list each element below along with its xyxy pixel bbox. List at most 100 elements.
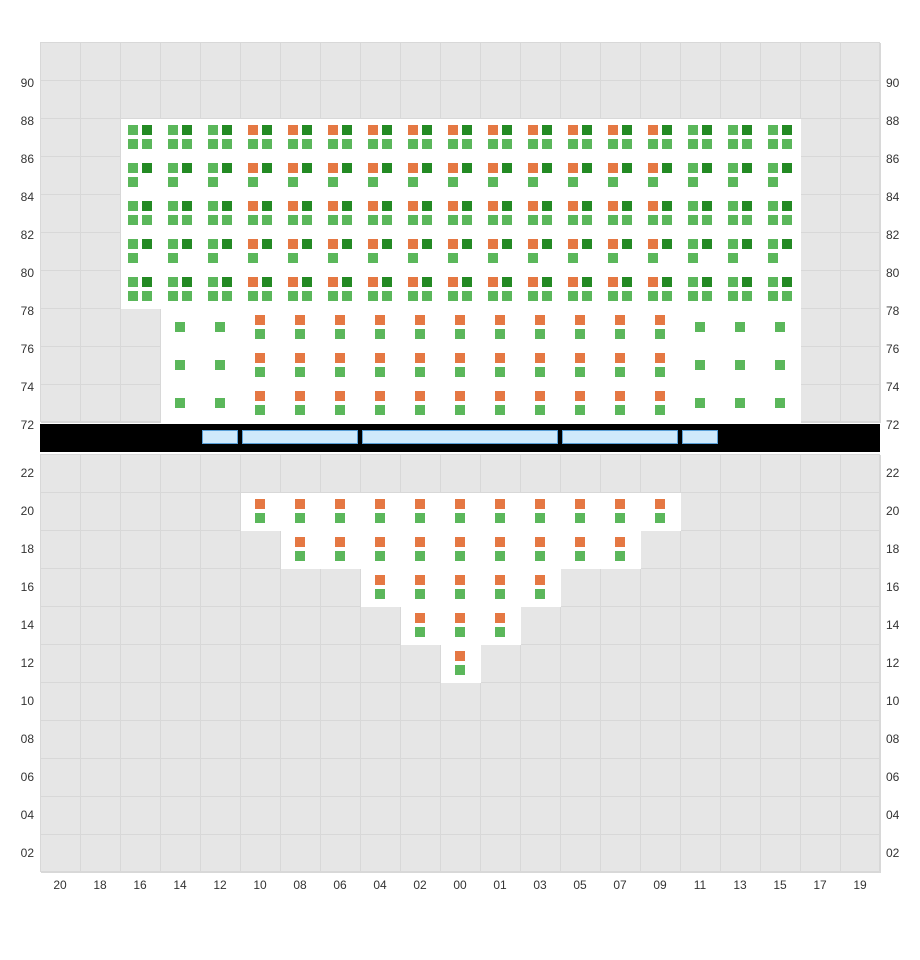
populated-cell[interactable] [681,119,721,157]
status-marker[interactable] [168,177,178,187]
status-marker[interactable] [382,201,392,211]
status-marker[interactable] [582,277,592,287]
status-marker[interactable] [542,125,552,135]
status-marker[interactable] [575,315,585,325]
status-marker[interactable] [422,163,432,173]
populated-cell[interactable] [681,347,721,385]
status-marker[interactable] [728,253,738,263]
status-marker[interactable] [662,163,672,173]
status-marker[interactable] [448,125,458,135]
status-marker[interactable] [575,405,585,415]
status-marker[interactable] [295,513,305,523]
populated-cell[interactable] [281,233,321,271]
status-marker[interactable] [415,627,425,637]
status-marker[interactable] [248,139,258,149]
populated-cell[interactable] [601,347,641,385]
populated-cell[interactable] [481,195,521,233]
status-marker[interactable] [142,139,152,149]
populated-cell[interactable] [481,309,521,347]
status-marker[interactable] [248,277,258,287]
populated-cell[interactable] [481,347,521,385]
populated-cell[interactable] [521,493,561,531]
status-marker[interactable] [495,405,505,415]
status-marker[interactable] [342,215,352,225]
status-marker[interactable] [528,139,538,149]
status-marker[interactable] [542,215,552,225]
status-marker[interactable] [648,125,658,135]
status-marker[interactable] [782,139,792,149]
populated-cell[interactable] [361,233,401,271]
populated-cell[interactable] [721,347,761,385]
status-marker[interactable] [495,551,505,561]
status-marker[interactable] [415,329,425,339]
status-marker[interactable] [408,277,418,287]
status-marker[interactable] [495,575,505,585]
status-marker[interactable] [335,391,345,401]
status-marker[interactable] [688,163,698,173]
status-marker[interactable] [575,353,585,363]
status-marker[interactable] [288,253,298,263]
status-marker[interactable] [582,291,592,301]
status-marker[interactable] [735,360,745,370]
populated-cell[interactable] [721,157,761,195]
populated-cell[interactable] [361,385,401,423]
status-marker[interactable] [502,163,512,173]
populated-cell[interactable] [401,233,441,271]
status-marker[interactable] [782,163,792,173]
status-marker[interactable] [615,537,625,547]
status-marker[interactable] [495,315,505,325]
populated-cell[interactable] [321,347,361,385]
status-marker[interactable] [568,125,578,135]
populated-cell[interactable] [761,195,801,233]
status-marker[interactable] [335,329,345,339]
populated-cell[interactable] [521,531,561,569]
status-marker[interactable] [302,277,312,287]
status-marker[interactable] [782,125,792,135]
status-marker[interactable] [528,163,538,173]
populated-cell[interactable] [321,309,361,347]
status-marker[interactable] [302,139,312,149]
status-marker[interactable] [742,239,752,249]
status-marker[interactable] [222,277,232,287]
status-marker[interactable] [608,277,618,287]
status-marker[interactable] [768,277,778,287]
status-marker[interactable] [615,551,625,561]
populated-cell[interactable] [201,233,241,271]
status-marker[interactable] [502,277,512,287]
populated-cell[interactable] [561,119,601,157]
populated-cell[interactable] [521,195,561,233]
status-marker[interactable] [502,215,512,225]
status-marker[interactable] [262,215,272,225]
status-marker[interactable] [128,291,138,301]
status-marker[interactable] [768,239,778,249]
status-marker[interactable] [455,329,465,339]
status-marker[interactable] [368,201,378,211]
populated-cell[interactable] [481,493,521,531]
status-marker[interactable] [375,575,385,585]
status-marker[interactable] [728,125,738,135]
status-marker[interactable] [342,277,352,287]
status-marker[interactable] [182,277,192,287]
populated-cell[interactable] [521,271,561,309]
populated-cell[interactable] [161,271,201,309]
status-marker[interactable] [622,215,632,225]
status-marker[interactable] [488,277,498,287]
status-marker[interactable] [142,201,152,211]
status-marker[interactable] [568,177,578,187]
status-marker[interactable] [575,537,585,547]
status-marker[interactable] [568,215,578,225]
status-marker[interactable] [302,239,312,249]
populated-cell[interactable] [601,385,641,423]
status-marker[interactable] [495,627,505,637]
status-marker[interactable] [648,253,658,263]
status-marker[interactable] [768,177,778,187]
populated-cell[interactable] [281,157,321,195]
status-marker[interactable] [688,177,698,187]
status-marker[interactable] [455,551,465,561]
status-marker[interactable] [615,499,625,509]
status-marker[interactable] [455,575,465,585]
status-marker[interactable] [302,201,312,211]
status-marker[interactable] [502,125,512,135]
status-marker[interactable] [375,513,385,523]
status-marker[interactable] [295,353,305,363]
